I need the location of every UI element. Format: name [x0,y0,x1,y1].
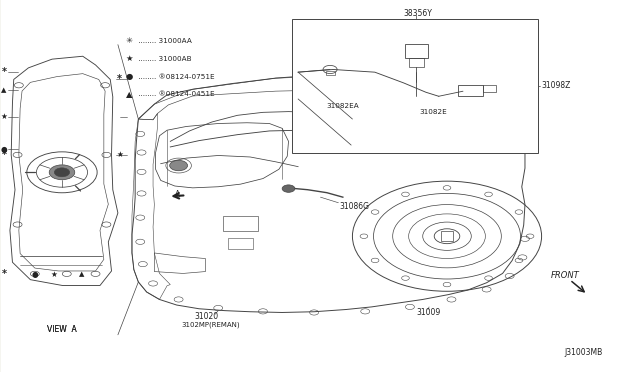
Text: 31082E: 31082E [420,109,447,115]
Text: *: * [117,74,122,84]
Text: ★: ★ [1,112,8,121]
Text: FRONT: FRONT [550,271,579,280]
Bar [440,231,453,241]
Text: ........ ®08124-0451E: ........ ®08124-0451E [136,92,215,97]
Circle shape [49,165,75,180]
Text: ▲: ▲ [125,90,132,99]
Text: ●: ● [31,270,38,279]
Text: ✳: ✳ [125,36,132,45]
Text: ........ 31000AB: ........ 31000AB [136,56,192,62]
Bar [292,19,538,153]
Text: 31082EA: 31082EA [327,103,360,109]
Text: ........ 31000AA: ........ 31000AA [136,38,192,44]
Text: *: * [2,269,6,279]
Bar [458,84,483,96]
Text: ★: ★ [125,54,132,63]
Text: 38356Y: 38356Y [404,9,433,17]
Circle shape [282,185,295,192]
Bar [326,71,335,76]
Text: *: * [2,67,6,77]
Text: ▲: ▲ [1,87,7,93]
Text: 31009: 31009 [417,308,440,317]
Text: ........ ®08124-0751E: ........ ®08124-0751E [136,74,215,80]
Text: ★: ★ [116,150,124,159]
Text: *: * [2,150,6,160]
Bar [228,238,253,249]
Bar [405,44,428,58]
Text: ▲: ▲ [79,272,84,278]
Text: 31098Z: 31098Z [541,81,570,90]
Bar [409,58,424,67]
Text: 31086G: 31086G [340,202,370,211]
Text: ●: ● [125,72,132,81]
Text: 31020: 31020 [194,312,218,321]
Text: A: A [175,190,180,199]
Text: ★: ★ [51,270,58,279]
Text: J31003MB: J31003MB [564,348,603,357]
Bar [223,216,259,231]
Circle shape [170,160,188,171]
Text: 3102MP(REMAN): 3102MP(REMAN) [181,322,240,328]
Text: VIEW  A: VIEW A [47,325,77,334]
Bar [483,85,496,92]
Text: VIEW  A: VIEW A [47,325,77,334]
Circle shape [54,168,70,177]
Text: ●: ● [1,145,8,154]
